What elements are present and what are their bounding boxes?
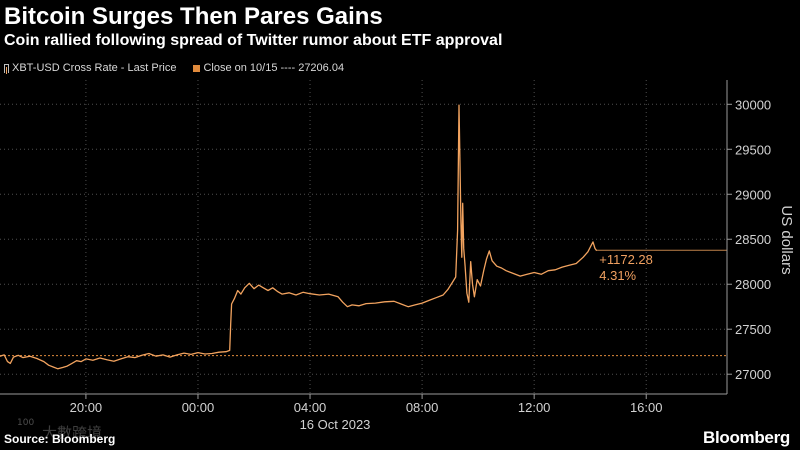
y-tick-label: 30000 xyxy=(735,97,771,112)
x-tick-label: 08:00 xyxy=(406,400,439,415)
x-tick-labels: 20:00 00:00 04:00 08:00 12:00 16:00 xyxy=(70,400,663,415)
y-axis-label: US dollars xyxy=(778,205,795,274)
source-note: Source: Bloomberg xyxy=(4,432,116,446)
x-tick-label: 20:00 xyxy=(70,400,103,415)
line-series-icon xyxy=(4,63,9,74)
y-tick-labels: 27000 27500 28000 28500 29000 29500 30000 xyxy=(735,97,771,382)
x-tick-label: 04:00 xyxy=(294,400,327,415)
y-tick-label: 27000 xyxy=(735,367,771,382)
watermark-mark: 100 xyxy=(17,418,35,428)
legend-label-last-price: XBT-USD Cross Rate - Last Price xyxy=(12,62,177,74)
y-tick-label: 29000 xyxy=(735,187,771,202)
legend-item-close: Close on 10/15 ---- 27206.04 xyxy=(193,61,344,75)
change-percent-label: 4.31% xyxy=(599,268,636,283)
y-tick-label: 28000 xyxy=(735,277,771,292)
x-tick-label: 16:00 xyxy=(630,400,663,415)
chart-subtitle: Coin rallied following spread of Twitter… xyxy=(4,32,503,49)
y-tick-label: 29500 xyxy=(735,142,771,157)
x-tick-label: 12:00 xyxy=(518,400,551,415)
square-swatch-icon xyxy=(193,64,201,72)
legend: XBT-USD Cross Rate - Last Price Close on… xyxy=(4,61,344,75)
watermark-text: 大數跨境 xyxy=(42,424,103,442)
legend-item-last-price: XBT-USD Cross Rate - Last Price xyxy=(4,61,176,75)
price-line xyxy=(0,104,597,370)
axes xyxy=(0,80,732,399)
gridlines xyxy=(0,80,727,394)
x-tick-label: 00:00 xyxy=(182,400,215,415)
y-tick-label: 28500 xyxy=(735,232,771,247)
x-axis-date-label: 16 Oct 2023 xyxy=(300,417,371,432)
y-tick-label: 27500 xyxy=(735,322,771,337)
legend-label-close: Close on 10/15 ---- 27206.04 xyxy=(203,62,345,74)
bloomberg-logo: Bloomberg xyxy=(702,428,790,447)
chart-title: Bitcoin Surges Then Pares Gains xyxy=(4,3,383,30)
change-value-label: +1172.28 xyxy=(599,252,653,267)
